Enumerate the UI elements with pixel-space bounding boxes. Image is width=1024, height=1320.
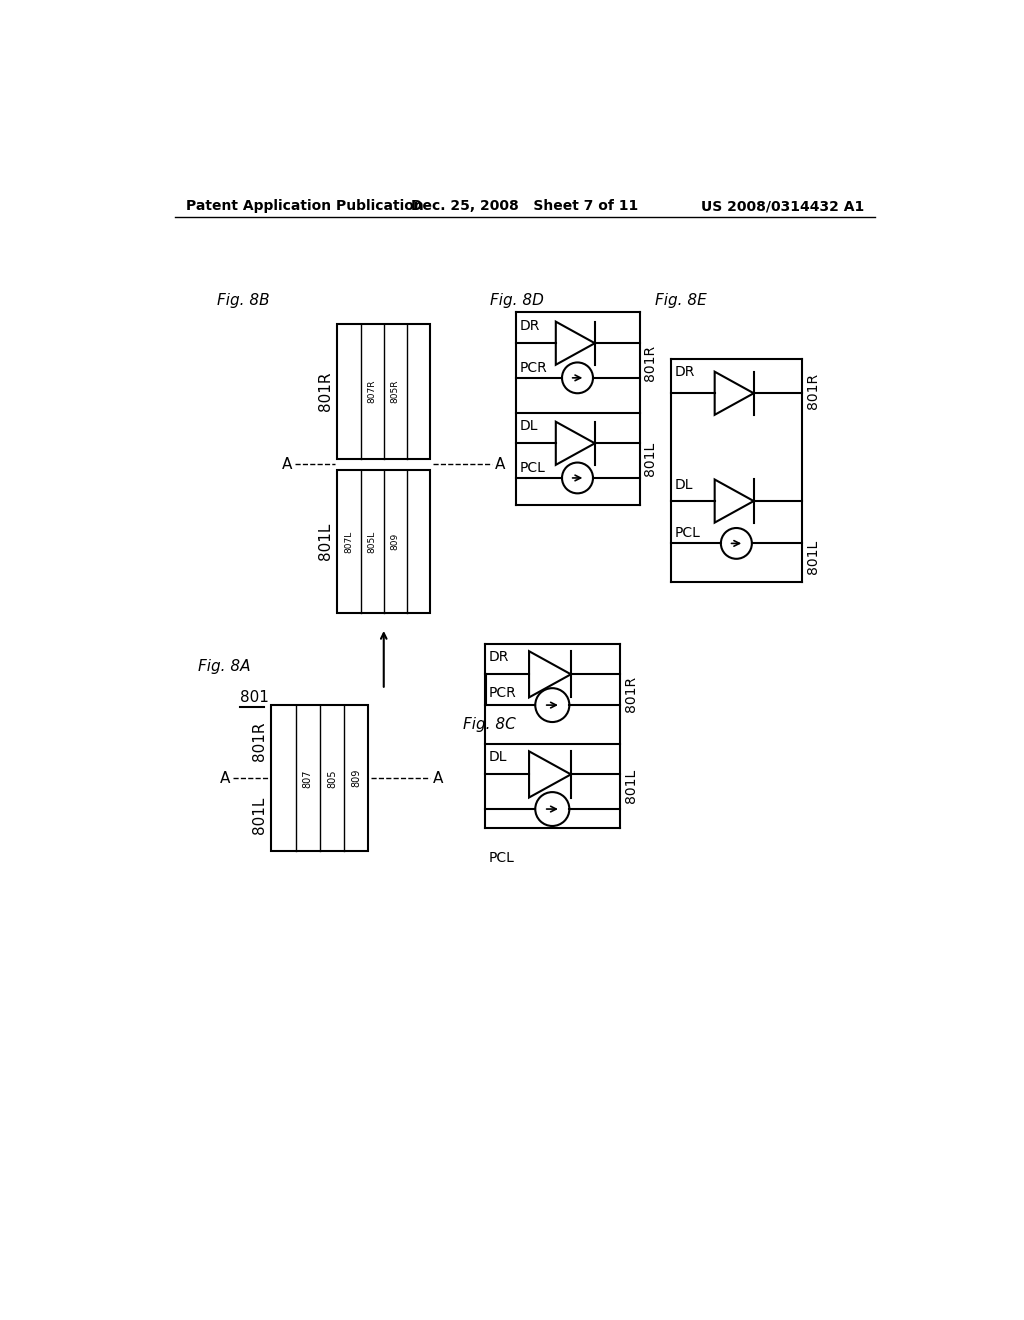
- Text: 801L: 801L: [643, 442, 657, 475]
- Text: Patent Application Publication: Patent Application Publication: [186, 199, 424, 213]
- Text: A: A: [220, 771, 230, 785]
- Text: 801R: 801R: [624, 676, 638, 711]
- Text: 809: 809: [351, 770, 361, 788]
- Text: 809: 809: [391, 533, 400, 550]
- Text: 805: 805: [327, 770, 337, 788]
- Text: A: A: [282, 457, 292, 471]
- Text: 801L: 801L: [318, 523, 333, 560]
- Text: A: A: [495, 457, 505, 471]
- Text: 805L: 805L: [368, 531, 377, 553]
- Text: 801L: 801L: [806, 540, 820, 574]
- Text: Fig. 8A: Fig. 8A: [198, 659, 250, 675]
- Text: DL: DL: [519, 418, 538, 433]
- Text: Fig. 8E: Fig. 8E: [655, 293, 707, 309]
- Text: DR: DR: [488, 649, 509, 664]
- Text: 801L: 801L: [252, 796, 267, 833]
- Text: DR: DR: [675, 364, 694, 379]
- Text: PCL: PCL: [675, 527, 700, 540]
- Text: 801R: 801R: [806, 374, 820, 409]
- Bar: [271, 705, 369, 851]
- Text: 801: 801: [241, 690, 269, 705]
- Text: 801L: 801L: [624, 768, 638, 803]
- Text: Fig. 8B: Fig. 8B: [217, 293, 269, 309]
- Text: DL: DL: [488, 750, 507, 764]
- Text: PCR: PCR: [488, 686, 516, 700]
- Text: Fig. 8D: Fig. 8D: [489, 293, 544, 309]
- Text: Fig. 8C: Fig. 8C: [463, 717, 515, 731]
- Text: DL: DL: [675, 478, 693, 492]
- Text: 805R: 805R: [391, 380, 400, 403]
- Text: 801R: 801R: [643, 345, 657, 380]
- Text: 807L: 807L: [344, 531, 353, 553]
- Text: PCR: PCR: [519, 360, 547, 375]
- Bar: [337, 323, 430, 459]
- Text: A: A: [432, 771, 443, 785]
- Text: 801R: 801R: [252, 722, 267, 762]
- Text: 807: 807: [303, 770, 312, 788]
- Text: US 2008/0314432 A1: US 2008/0314432 A1: [701, 199, 864, 213]
- Text: 801R: 801R: [318, 371, 333, 411]
- Text: 807R: 807R: [368, 380, 377, 403]
- Text: PCL: PCL: [488, 851, 514, 866]
- Text: PCL: PCL: [519, 461, 545, 475]
- Bar: [337, 470, 430, 612]
- Text: Dec. 25, 2008   Sheet 7 of 11: Dec. 25, 2008 Sheet 7 of 11: [412, 199, 638, 213]
- Text: DR: DR: [519, 318, 540, 333]
